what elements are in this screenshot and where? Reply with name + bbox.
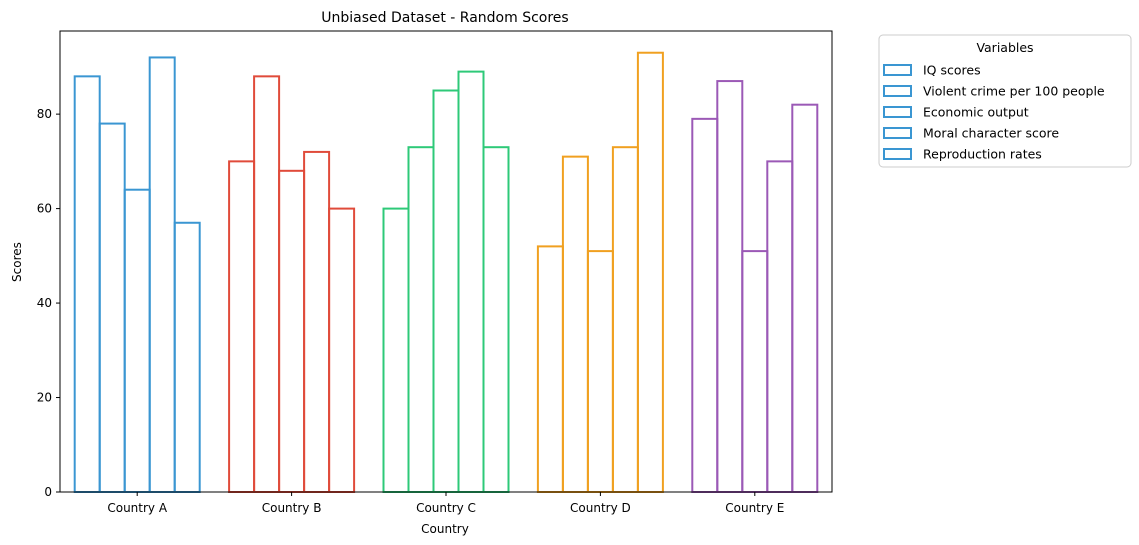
y-tick-label: 0	[44, 485, 52, 499]
legend-box	[878, 34, 1132, 168]
legend-swatch	[883, 85, 912, 97]
x-axis: Country A Country B Country C Country D Coun…	[107, 492, 784, 515]
y-axis-title: Scores	[10, 242, 24, 282]
bar-country-e-economic-output	[741, 250, 769, 493]
legend-entry-label: Economic output	[923, 105, 1029, 120]
bar-country-e-violent-crime-per-100-people	[716, 80, 744, 493]
x-tick-label: Country E	[725, 501, 784, 515]
bar-country-d-violent-crime-per-100-people	[561, 155, 589, 493]
y-tick-label: 20	[37, 391, 52, 405]
bar-country-d-iq-scores	[536, 245, 564, 493]
bar-country-d-moral-character-score	[611, 146, 639, 493]
legend-entry-label: IQ scores	[923, 63, 981, 78]
bar-country-b-moral-character-score	[303, 150, 331, 493]
legend-swatch	[883, 64, 912, 76]
legend-entry-label: Moral character score	[923, 126, 1059, 141]
bar-country-a-reproduction-rates	[173, 221, 201, 494]
x-tick-label: Country B	[262, 501, 322, 515]
legend-swatch	[883, 106, 912, 118]
bar-country-c-moral-character-score	[457, 70, 485, 493]
bar-country-b-reproduction-rates	[328, 207, 356, 493]
legend-entry-label: Reproduction rates	[923, 147, 1042, 162]
bar-country-c-reproduction-rates	[482, 146, 510, 493]
y-tick-label: 40	[37, 296, 52, 310]
bar-country-a-violent-crime-per-100-people	[98, 122, 126, 493]
legend-swatch	[883, 148, 912, 160]
legend: Variables IQ scores Violent crime per 100 …	[878, 34, 1132, 168]
plot-frame	[59, 30, 833, 493]
bar-country-e-iq-scores	[691, 117, 719, 493]
bar-country-b-economic-output	[278, 169, 306, 494]
plot-area	[59, 30, 833, 494]
legend-title: Variables	[976, 40, 1033, 55]
y-axis: 0 20 40 60 80	[37, 107, 60, 499]
y-tick-label: 80	[37, 107, 52, 121]
bar-country-d-reproduction-rates	[636, 51, 664, 494]
bar-country-e-moral-character-score	[766, 160, 794, 494]
bar-country-c-economic-output	[432, 89, 460, 493]
chart-title: Unbiased Dataset - Random Scores	[321, 10, 568, 26]
x-tick-label: Country C	[416, 501, 476, 515]
bar-country-a-iq-scores	[73, 75, 101, 493]
bar-country-b-iq-scores	[228, 160, 256, 494]
bar-country-d-economic-output	[586, 250, 614, 493]
x-tick-label: Country A	[107, 501, 167, 515]
x-axis-title: Country	[421, 522, 469, 536]
bar-country-a-moral-character-score	[148, 56, 176, 494]
y-tick-label: 60	[37, 202, 52, 216]
legend-entry-label: Violent crime per 100 people	[923, 84, 1105, 99]
bar-country-b-violent-crime-per-100-people	[253, 75, 281, 493]
bar-country-c-violent-crime-per-100-people	[407, 146, 435, 493]
bar-country-a-economic-output	[123, 188, 151, 493]
x-tick-label: Country D	[570, 501, 631, 515]
legend-swatch	[883, 127, 912, 139]
bar-country-e-reproduction-rates	[791, 103, 819, 494]
bar-country-c-iq-scores	[382, 207, 410, 493]
